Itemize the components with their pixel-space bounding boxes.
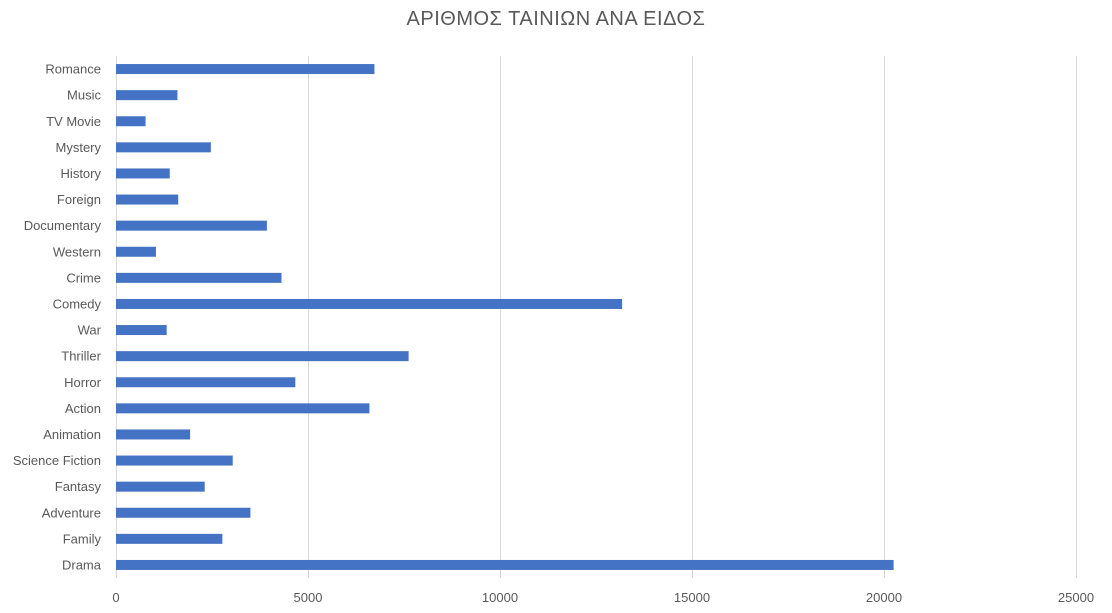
bars [116,64,894,570]
bar-war [116,325,167,336]
x-tick-label: 10000 [482,590,518,605]
category-label: Family [63,531,102,546]
x-tick-labels: 0 5000 10000 15000 20000 25000 [112,590,1094,605]
category-label: Horror [64,375,102,390]
category-labels: Drama Family Adventure Fantasy Science Ficti… [13,62,102,573]
category-label: Romance [45,62,101,77]
category-label: Science Fiction [13,453,101,468]
bar-thriller [116,351,409,362]
bar-history [116,168,170,179]
bar-romance [116,64,375,75]
bar-action [116,403,370,414]
category-label: Mystery [56,140,102,155]
category-label: Crime [66,270,101,285]
category-label: Foreign [57,192,101,207]
category-label: Western [53,244,101,259]
bar-music [116,90,178,101]
bar-crime [116,272,282,283]
category-label: History [61,166,102,181]
category-label: Documentary [24,218,102,233]
x-tick-label: 15000 [674,590,710,605]
bar-foreign [116,194,179,205]
x-tick-label: 0 [112,590,119,605]
category-label: Thriller [61,349,101,364]
gridlines [116,56,1077,578]
category-label: Comedy [53,296,102,311]
bar-mystery [116,142,211,153]
bar-drama [116,559,894,570]
x-tick-label: 20000 [866,590,902,605]
category-label: Action [65,401,101,416]
bar-family [116,533,223,544]
bar-documentary [116,220,267,231]
category-label: Adventure [42,505,101,520]
x-tick-label: 25000 [1058,590,1094,605]
bar-comedy [116,298,623,309]
bar-science-fiction [116,455,233,466]
bar-western [116,246,156,257]
category-label: War [78,323,102,338]
bar-tv-movie [116,116,146,127]
bar-adventure [116,507,251,518]
bar-fantasy [116,481,205,492]
bar-horror [116,377,296,388]
chart-title: ΑΡΙΘΜΟΣ ΤΑΙΝΙΩΝ ΑΝΑ ΕΙΔΟΣ [406,8,706,30]
category-label: TV Movie [46,114,101,129]
category-label: Drama [62,557,102,572]
category-label: Music [67,88,101,103]
category-label: Fantasy [55,479,102,494]
bar-animation [116,429,191,440]
category-label: Animation [43,427,101,442]
x-tick-label: 5000 [294,590,323,605]
